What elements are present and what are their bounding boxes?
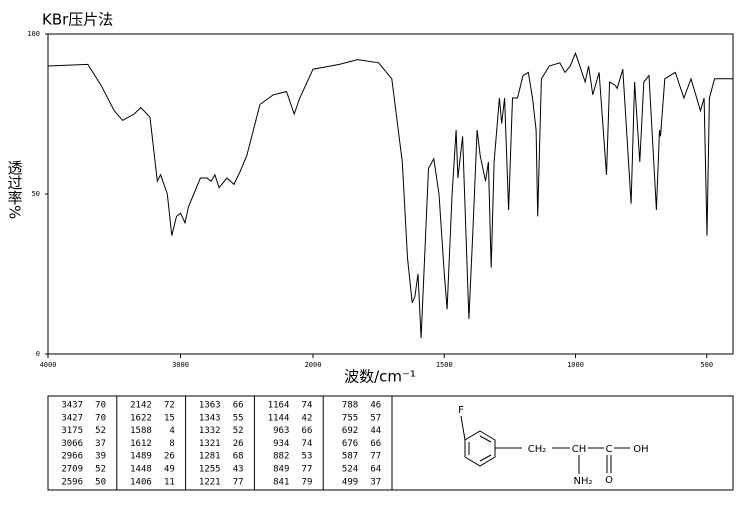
atom-label: OH	[633, 444, 648, 455]
atom-label: C	[606, 444, 613, 455]
peak-transmittance: 70	[95, 401, 106, 411]
peak-transmittance: 53	[302, 452, 313, 462]
peak-wavenumber: 1255	[199, 465, 221, 475]
peak-wavenumber: 3175	[61, 426, 83, 436]
x-tick-label: 1500	[436, 361, 453, 369]
peak-wavenumber: 1164	[268, 401, 290, 411]
peak-wavenumber: 1221	[199, 477, 221, 487]
peak-transmittance: 52	[95, 465, 106, 475]
peak-transmittance: 70	[95, 413, 106, 423]
peak-wavenumber: 1281	[199, 452, 221, 462]
peak-transmittance: 66	[302, 426, 313, 436]
peak-transmittance: 15	[164, 413, 175, 423]
peak-wavenumber: 2142	[130, 401, 152, 411]
peak-transmittance: 50	[95, 477, 106, 487]
peak-wavenumber: 788	[342, 401, 358, 411]
peak-wavenumber: 1588	[130, 426, 152, 436]
peak-transmittance: 52	[95, 426, 106, 436]
peak-wavenumber: 692	[342, 426, 358, 436]
peak-wavenumber: 2966	[61, 452, 83, 462]
peak-wavenumber: 499	[342, 477, 358, 487]
peak-transmittance: 4	[169, 426, 174, 436]
molecule	[460, 415, 630, 474]
peak-transmittance: 42	[302, 413, 313, 423]
peak-transmittance: 39	[95, 452, 106, 462]
peak-transmittance: 57	[370, 413, 381, 423]
atom-label: F	[458, 405, 464, 416]
atom-label: CH	[572, 444, 587, 455]
peak-wavenumber: 1489	[130, 452, 152, 462]
peak-wavenumber: 3066	[61, 439, 83, 449]
peak-wavenumber: 963	[273, 426, 289, 436]
peak-wavenumber: 524	[342, 465, 358, 475]
peak-wavenumber: 1321	[199, 439, 221, 449]
peak-transmittance: 26	[164, 452, 175, 462]
peak-transmittance: 74	[302, 439, 313, 449]
peak-transmittance: 66	[370, 439, 381, 449]
peak-transmittance: 79	[302, 477, 313, 487]
peak-transmittance: 68	[233, 452, 244, 462]
x-tick-label: 500	[700, 361, 713, 369]
x-tick-label: 1000	[567, 361, 584, 369]
peak-transmittance: 37	[95, 439, 106, 449]
peak-wavenumber: 1343	[199, 413, 221, 423]
atom-label: NH₂	[573, 476, 592, 487]
atom-label: O	[605, 475, 613, 486]
peak-transmittance: 52	[233, 426, 244, 436]
bond	[479, 435, 492, 443]
peak-wavenumber: 1363	[199, 401, 221, 411]
peak-wavenumber: 1612	[130, 439, 152, 449]
atom-label: CH₂	[528, 444, 547, 455]
peak-wavenumber: 3437	[61, 401, 83, 411]
peak-wavenumber: 3427	[61, 413, 83, 423]
peak-transmittance: 77	[302, 465, 313, 475]
peak-transmittance: 77	[233, 477, 244, 487]
peak-wavenumber: 882	[273, 452, 289, 462]
peak-wavenumber: 755	[342, 413, 358, 423]
peak-transmittance: 8	[169, 439, 174, 449]
peak-transmittance: 77	[370, 452, 381, 462]
peak-transmittance: 44	[370, 426, 381, 436]
peak-wavenumber: 676	[342, 439, 358, 449]
x-tick-label: 4000	[40, 361, 57, 369]
peak-wavenumber: 841	[273, 477, 289, 487]
x-tick-label: 2000	[305, 361, 322, 369]
peak-transmittance: 74	[302, 401, 313, 411]
peak-wavenumber: 1622	[130, 413, 152, 423]
y-tick-label: 0	[36, 350, 40, 358]
bond	[460, 415, 466, 441]
peak-transmittance: 66	[233, 401, 244, 411]
peak-wavenumber: 2709	[61, 465, 83, 475]
peak-wavenumber: 2596	[61, 477, 83, 487]
x-axis-label: 波数/cm⁻¹	[344, 368, 416, 386]
y-tick-label: 100	[27, 30, 40, 38]
peak-transmittance: 37	[370, 477, 381, 487]
table-frame	[47, 395, 734, 491]
x-tick-label: 3000	[172, 361, 189, 369]
peak-wavenumber: 1332	[199, 426, 221, 436]
peak-transmittance: 26	[233, 439, 244, 449]
peak-transmittance: 55	[233, 413, 244, 423]
y-tick-label: 50	[32, 190, 40, 198]
peak-wavenumber: 1448	[130, 465, 152, 475]
peak-transmittance: 43	[233, 465, 244, 475]
peak-transmittance: 72	[164, 401, 175, 411]
peak-wavenumber: 1144	[268, 413, 290, 423]
peak-wavenumber: 849	[273, 465, 289, 475]
peak-transmittance: 64	[370, 465, 381, 475]
peak-transmittance: 46	[370, 401, 381, 411]
peak-wavenumber: 1406	[130, 477, 152, 487]
spectrum-line	[47, 51, 733, 339]
peak-transmittance: 49	[164, 465, 175, 475]
peak-wavenumber: 934	[273, 439, 289, 449]
bond	[479, 454, 492, 462]
peak-wavenumber: 587	[342, 452, 358, 462]
y-axis-label: 透过率%	[6, 160, 24, 219]
peak-transmittance: 11	[164, 477, 175, 487]
chart-title: KBr压片法	[42, 11, 113, 29]
